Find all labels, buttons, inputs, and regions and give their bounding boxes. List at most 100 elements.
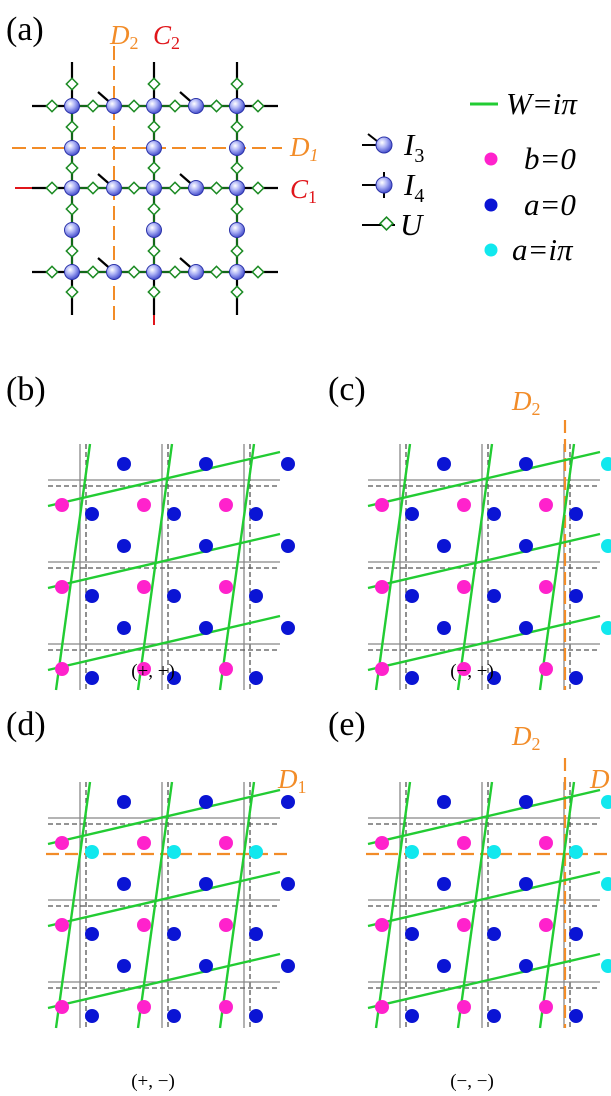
u-tensor (86, 181, 100, 195)
a-node (519, 457, 533, 471)
a-node (85, 845, 99, 859)
u-tensor (45, 265, 59, 279)
a-node (281, 539, 295, 553)
panel-label-c: (c) (328, 371, 366, 408)
tensor-node (64, 98, 80, 114)
a-node (487, 589, 501, 603)
w-line (538, 781, 576, 1029)
b-node (375, 1000, 389, 1014)
u-tensor (251, 265, 265, 279)
u-tensor (168, 265, 182, 279)
a-node (569, 589, 583, 603)
w-line (367, 870, 601, 928)
legend-u-label: U (400, 207, 425, 242)
b-node (137, 498, 151, 512)
caption-e: (−, −) (450, 1071, 494, 1092)
a-node (487, 1009, 501, 1023)
tensor-node (146, 264, 162, 280)
u-tensor (251, 99, 265, 113)
tensor-node (146, 222, 162, 238)
magenta-dot-icon (484, 152, 498, 166)
b-node (219, 498, 233, 512)
a-node (519, 877, 533, 891)
a-node (437, 539, 451, 553)
label-d-e: D (589, 764, 610, 794)
u-tensor (127, 99, 141, 113)
blue-dot-icon (484, 198, 498, 212)
w-line (367, 532, 601, 590)
a-node (601, 795, 611, 809)
w-line (456, 443, 494, 691)
b-node (457, 580, 471, 594)
panel-label-b: (b) (6, 371, 46, 408)
caption-c: (−, +) (450, 661, 494, 682)
a-node (199, 457, 213, 471)
a-node (117, 621, 131, 635)
b-node (137, 1000, 151, 1014)
u-tensor (147, 202, 161, 216)
a-node (167, 589, 181, 603)
u-tensor (45, 181, 59, 195)
b-node (55, 498, 69, 512)
b-node (219, 918, 233, 932)
panel-c-lattice (367, 420, 611, 691)
u-tensor (230, 244, 244, 258)
b-node (457, 498, 471, 512)
a-node (281, 621, 295, 635)
a-node (167, 507, 181, 521)
legend-a0-label: a=0 (524, 187, 576, 222)
a-node (519, 959, 533, 973)
w-line (47, 870, 281, 928)
a-node (281, 457, 295, 471)
a-node (167, 845, 181, 859)
b-node (539, 1000, 553, 1014)
legend-aipi-label: a=iπ (512, 232, 574, 267)
a-node (117, 539, 131, 553)
a-node (437, 959, 451, 973)
b-node (137, 836, 151, 850)
a-node (199, 959, 213, 973)
b-node (375, 918, 389, 932)
u-tensor (230, 202, 244, 216)
panel-label-d: (d) (6, 706, 46, 743)
u-tensor (65, 285, 79, 299)
tensor-node (106, 98, 122, 114)
a-node (569, 927, 583, 941)
b-node (219, 580, 233, 594)
a-node (405, 1009, 419, 1023)
panel-b-lattice (47, 443, 295, 691)
u-tensor (86, 99, 100, 113)
a-node (437, 621, 451, 635)
a-node (85, 1009, 99, 1023)
a-node (569, 671, 583, 685)
legend-i4-label: I4 (403, 167, 424, 207)
a-node (405, 507, 419, 521)
a-node (437, 795, 451, 809)
u-tensor (65, 77, 79, 91)
w-line (47, 788, 281, 846)
b-node (55, 836, 69, 850)
w-line (374, 443, 412, 691)
tensor-node (229, 180, 245, 196)
a-node (85, 589, 99, 603)
a-node (167, 1009, 181, 1023)
u-tensor (168, 99, 182, 113)
legend-w-label: W=iπ (506, 86, 578, 121)
w-line (374, 781, 412, 1029)
tensor-node (146, 140, 162, 156)
a-node (249, 927, 263, 941)
w-line (136, 443, 174, 691)
tensor-node (64, 264, 80, 280)
b-node (539, 662, 553, 676)
panel-e-lattice (366, 758, 611, 1029)
b-node (457, 662, 471, 676)
cyan-dot-icon (484, 243, 498, 257)
tensor-node (64, 222, 80, 238)
b-node (375, 580, 389, 594)
a-node (437, 457, 451, 471)
a-node (249, 845, 263, 859)
a-node (199, 621, 213, 635)
tensor-i3-icon (362, 133, 393, 154)
a-node (405, 845, 419, 859)
